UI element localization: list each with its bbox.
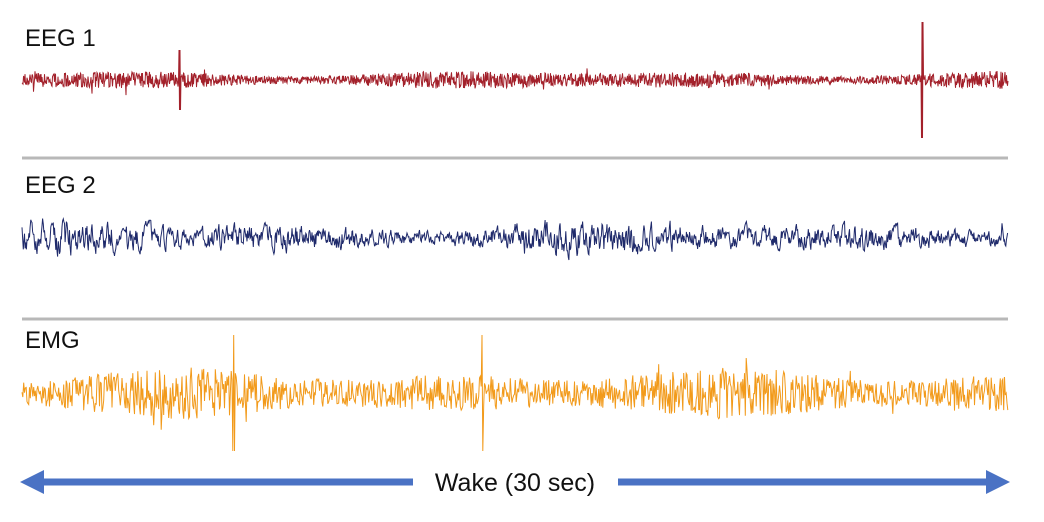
channel-emg: EMG [21, 327, 1009, 452]
duration-arrow: Wake (30 sec) [20, 469, 1010, 497]
channel-eeg2: EEG 2 [21, 172, 1009, 261]
arrow-left-head [20, 470, 44, 494]
channel-label-eeg1: EEG 1 [25, 25, 96, 52]
arrow-label: Wake (30 sec) [435, 469, 595, 497]
channel-label-eeg2: EEG 2 [25, 172, 96, 199]
trace-eeg2 [21, 217, 1009, 261]
trace-eeg1 [21, 21, 1009, 139]
trace-emg [21, 334, 1009, 452]
channel-label-emg: EMG [25, 327, 80, 354]
channel-eeg1: EEG 1 [21, 21, 1009, 139]
arrow-right-head [986, 470, 1010, 494]
